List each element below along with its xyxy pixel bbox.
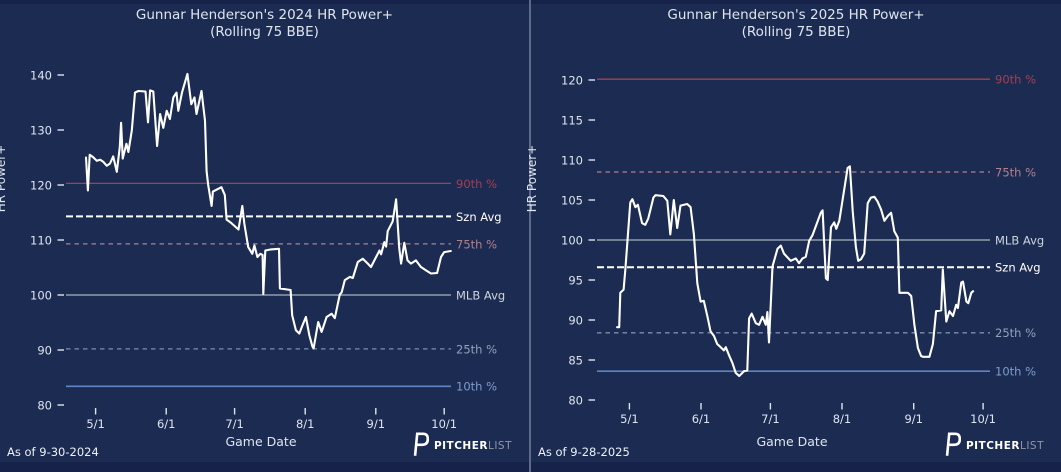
- x-axis-label-2024: Game Date: [225, 434, 297, 449]
- svg-text:140: 140: [30, 68, 52, 82]
- svg-text:110: 110: [561, 153, 583, 167]
- svg-text:9/1: 9/1: [904, 412, 923, 426]
- x-axis-label-2025: Game Date: [756, 434, 828, 449]
- rolling-hr-power-line: [84, 72, 452, 350]
- svg-text:7/1: 7/1: [761, 412, 780, 426]
- svg-text:10/1: 10/1: [970, 412, 996, 426]
- x-axis-ticks: 5/1 6/1 7/1 8/1 9/1 10/1: [620, 403, 996, 426]
- svg-text:MLB Avg: MLB Avg: [995, 233, 1044, 247]
- chart-title-2025: Gunnar Henderson's 2025 HR Power+: [667, 7, 925, 23]
- svg-text:6/1: 6/1: [692, 412, 711, 426]
- svg-text:105: 105: [561, 193, 583, 207]
- svg-text:120: 120: [561, 73, 583, 87]
- svg-text:110: 110: [30, 233, 52, 247]
- svg-text:85: 85: [568, 353, 583, 367]
- svg-text:75th %: 75th %: [995, 165, 1036, 179]
- y-axis-ticks: 80 90 100 110 120 130 140: [30, 68, 64, 412]
- svg-text:95: 95: [568, 273, 583, 287]
- svg-text:9/1: 9/1: [367, 417, 386, 431]
- svg-text:130: 130: [30, 123, 52, 137]
- y-axis-ticks: 80 85 90 95 100 105 110 115 120: [561, 73, 595, 407]
- hr-power-chart-2025: 90th % 75th % MLB Avg Szn Avg 25th % 10th % 80…: [561, 73, 1044, 426]
- pitcherlist-p-icon: [944, 432, 962, 460]
- reference-line-labels: 90th % Szn Avg 75th % MLB Avg 25th % 10th %: [456, 177, 505, 394]
- svg-text:MLB Avg: MLB Avg: [456, 288, 505, 302]
- pitcherlist-wordmark: PITCHERLIST: [433, 440, 512, 452]
- svg-text:100: 100: [561, 233, 583, 247]
- svg-text:7/1: 7/1: [225, 417, 244, 431]
- x-axis-ticks: 5/1 6/1 7/1 8/1 9/1 10/1: [86, 408, 457, 431]
- chart-subtitle-2025: (Rolling 75 BBE): [741, 24, 851, 40]
- svg-text:80: 80: [37, 398, 52, 412]
- figure-divider: [529, 0, 531, 472]
- svg-text:115: 115: [561, 113, 583, 127]
- svg-text:90th %: 90th %: [995, 73, 1036, 87]
- chart-panel-2025: 90th % 75th % MLB Avg Szn Avg 25th % 10th % 80…: [525, 4, 1061, 462]
- svg-text:Szn Avg: Szn Avg: [995, 261, 1041, 275]
- svg-text:5/1: 5/1: [86, 417, 105, 431]
- hr-power-chart-2024: 90th % Szn Avg 75th % MLB Avg 25th % 10th % 80…: [30, 68, 505, 431]
- svg-text:8/1: 8/1: [296, 417, 315, 431]
- svg-text:10/1: 10/1: [431, 417, 457, 431]
- svg-text:80: 80: [568, 393, 583, 407]
- svg-text:90: 90: [568, 313, 583, 327]
- chart-subtitle-2024: (Rolling 75 BBE): [210, 24, 319, 40]
- svg-text:25th %: 25th %: [456, 342, 497, 356]
- pitcherlist-logo: PITCHERLIST: [944, 432, 1044, 460]
- as-of-date-2024: As of 9-30-2024: [7, 445, 99, 459]
- svg-text:120: 120: [30, 178, 52, 192]
- pitcherlist-p-icon: [412, 432, 430, 460]
- reference-lines: [66, 182, 451, 388]
- rolling-hr-power-line: [616, 165, 975, 378]
- chart-title-2024: Gunnar Henderson's 2024 HR Power+: [135, 7, 394, 23]
- y-axis-label-2025: HR Power+: [525, 144, 539, 213]
- svg-text:Szn Avg: Szn Avg: [456, 210, 502, 224]
- svg-text:6/1: 6/1: [157, 417, 176, 431]
- svg-text:25th %: 25th %: [995, 326, 1036, 340]
- pitcherlist-wordmark: PITCHERLIST: [965, 440, 1044, 452]
- y-axis-label-2024: HR Power+: [0, 144, 8, 213]
- chart-panel-2024: 90th % Szn Avg 75th % MLB Avg 25th % 10th % 80…: [0, 4, 529, 462]
- svg-text:10th %: 10th %: [456, 380, 497, 394]
- reference-lines: [597, 78, 990, 373]
- svg-text:90th %: 90th %: [456, 177, 497, 191]
- svg-text:8/1: 8/1: [833, 412, 852, 426]
- svg-text:100: 100: [30, 288, 52, 302]
- svg-text:75th %: 75th %: [456, 237, 497, 251]
- svg-text:10th %: 10th %: [995, 365, 1036, 379]
- reference-line-labels: 90th % 75th % MLB Avg Szn Avg 25th % 10th %: [995, 73, 1044, 379]
- svg-text:90: 90: [37, 343, 52, 357]
- pitcherlist-logo: PITCHERLIST: [412, 432, 512, 460]
- as-of-date-2025: As of 9-28-2025: [538, 445, 630, 459]
- svg-text:5/1: 5/1: [620, 412, 639, 426]
